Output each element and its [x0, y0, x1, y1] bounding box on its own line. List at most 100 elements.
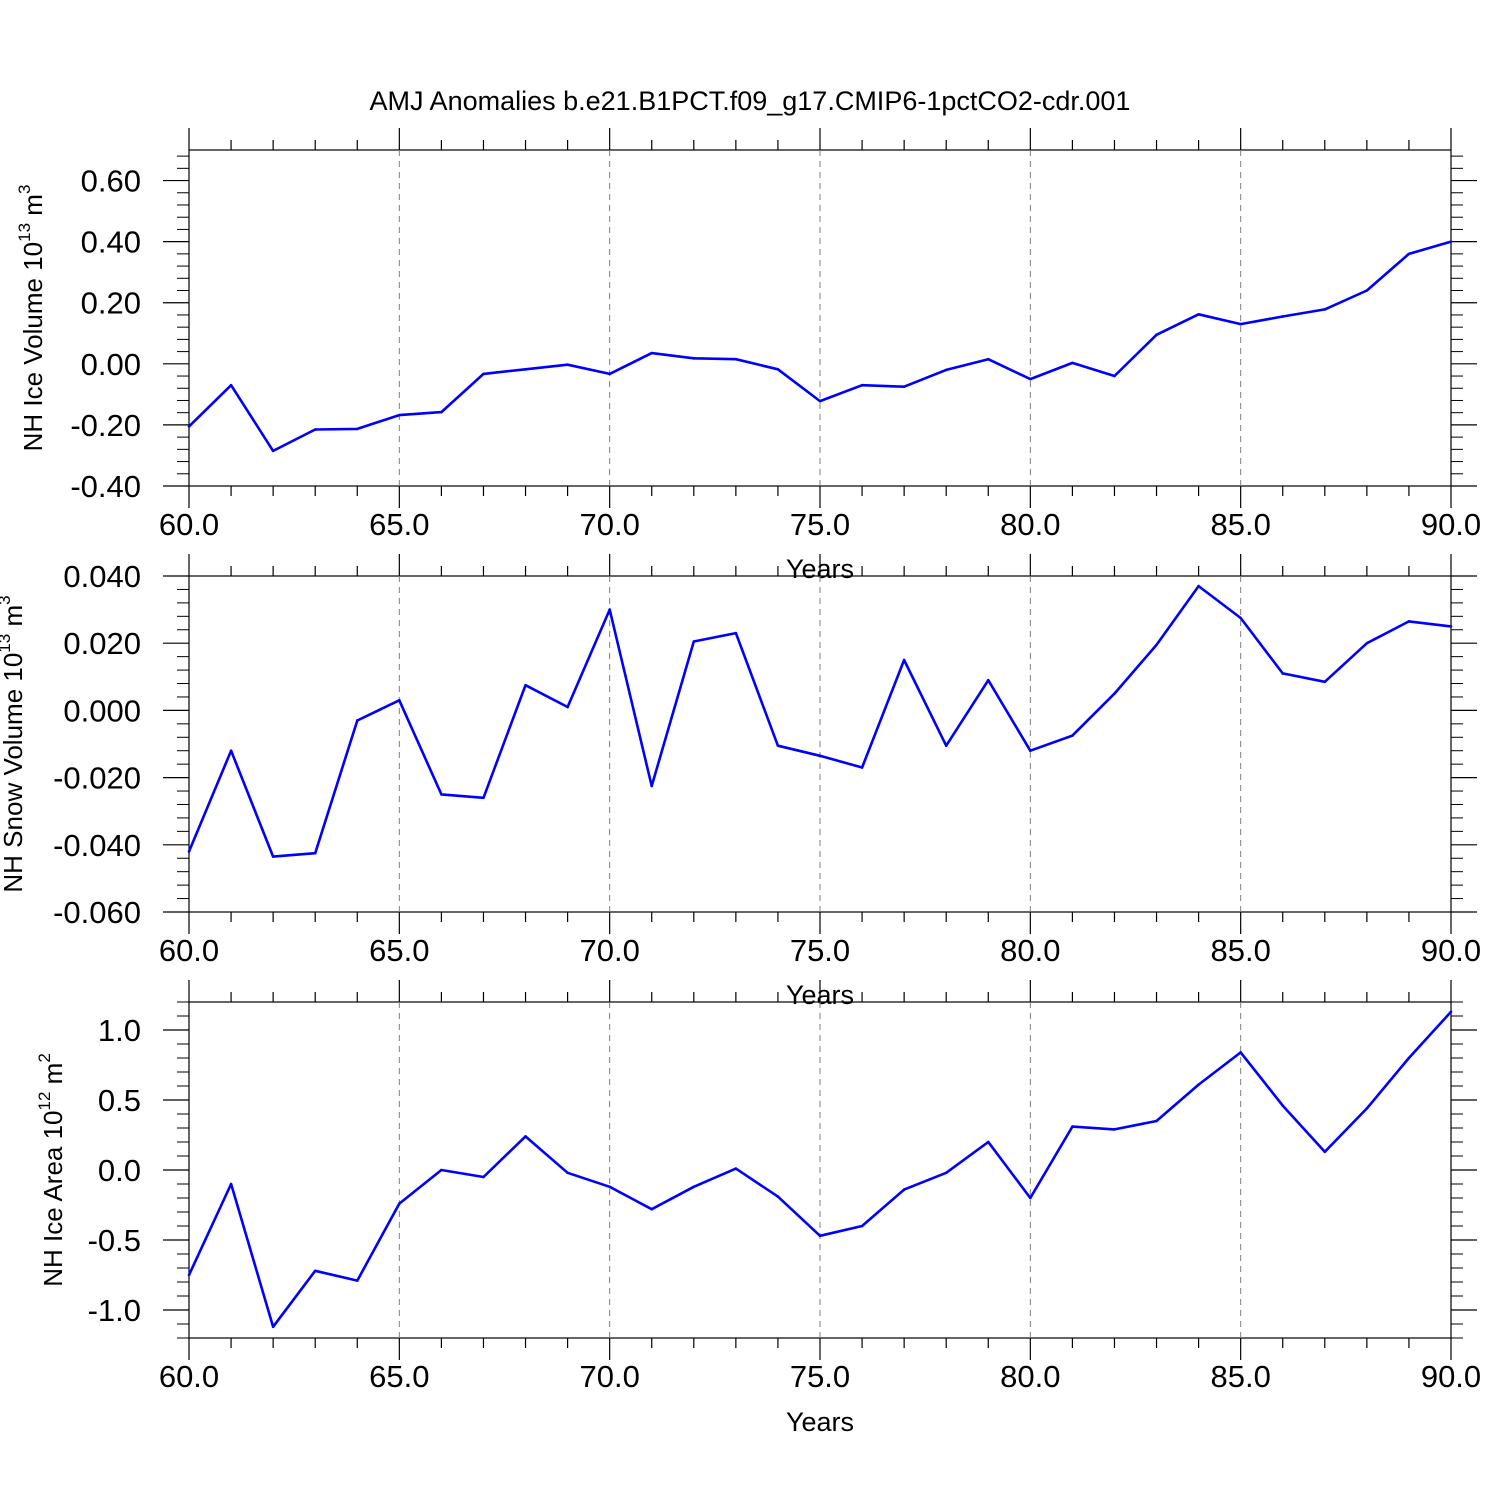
y-axis-label: NH Snow Volume 1013 m3	[0, 595, 28, 892]
data-point	[1113, 374, 1116, 378]
x-tick-label: 90.0	[1421, 933, 1481, 968]
data-point	[566, 705, 569, 709]
data-point	[1449, 240, 1453, 243]
data-point	[986, 357, 990, 361]
data-point	[944, 744, 948, 747]
y-tick-label: 0.020	[63, 626, 141, 661]
chart-panel-2: -0.060 -0.040 -0.020 0.000 0.020 0.040 60.0 65.…	[0, 554, 1481, 1010]
data-point	[566, 363, 569, 367]
data-point	[1407, 1056, 1411, 1060]
data-point	[1281, 672, 1285, 675]
x-tick-label: 70.0	[579, 1359, 639, 1394]
data-point	[229, 1182, 233, 1186]
data-point	[1029, 749, 1032, 753]
data-point	[524, 683, 527, 687]
data-point	[902, 1188, 906, 1191]
data-point	[860, 1224, 864, 1228]
data-point	[1197, 584, 1200, 588]
data-point	[1449, 625, 1453, 628]
chart-title: AMJ Anomalies b.e21.B1PCT.f09_g17.CMIP6-…	[369, 86, 1131, 116]
y-tick-label: -0.20	[70, 408, 141, 443]
data-point	[398, 413, 401, 417]
data-point	[986, 678, 990, 682]
data-point	[482, 372, 485, 376]
x-tick-label: 80.0	[1000, 1359, 1060, 1394]
data-point	[313, 428, 317, 431]
data-point	[734, 357, 738, 361]
data-point	[818, 754, 822, 758]
data-point	[355, 1279, 359, 1282]
data-point	[608, 1185, 611, 1189]
x-tick-label: 75.0	[790, 1359, 850, 1394]
y-axis-label: NH Ice Area 1012 m2	[35, 1053, 68, 1287]
y-tick-label: 0.00	[81, 347, 141, 382]
data-point	[355, 427, 359, 431]
data-point	[608, 372, 611, 376]
y-tick-label: -0.5	[88, 1223, 141, 1258]
data-point	[776, 368, 780, 371]
x-tick-label: 65.0	[369, 507, 429, 542]
x-tick-label: 85.0	[1210, 1359, 1270, 1394]
data-point	[902, 658, 906, 662]
data-point	[1365, 289, 1369, 292]
data-point	[1113, 1128, 1116, 1131]
data-point	[944, 1171, 948, 1175]
data-point	[860, 766, 864, 769]
y-tick-label: -0.020	[53, 761, 141, 796]
y-tick-label: -0.040	[53, 828, 141, 863]
data-point	[313, 1269, 317, 1273]
data-point	[902, 385, 906, 389]
x-tick-label: 75.0	[790, 933, 850, 968]
y-tick-label: -0.060	[53, 895, 141, 930]
data-point	[818, 1234, 822, 1238]
y-tick-label: 0.20	[81, 286, 141, 321]
x-tick-label: 60.0	[159, 933, 219, 968]
data-point	[1281, 1104, 1285, 1107]
y-tick-label: 0.40	[81, 225, 141, 260]
data-point	[692, 640, 696, 643]
x-tick-label: 85.0	[1210, 933, 1270, 968]
data-point	[1323, 1150, 1327, 1154]
data-point	[1239, 1051, 1242, 1054]
y-tick-label: 0.5	[98, 1083, 141, 1118]
x-tick-label: 75.0	[790, 507, 850, 542]
data-point	[650, 784, 654, 788]
data-point	[734, 631, 738, 635]
data-point	[1281, 315, 1285, 318]
data-point	[1239, 616, 1242, 620]
data-point	[860, 383, 864, 387]
data-point	[1449, 1010, 1453, 1014]
x-tick-label: 60.0	[159, 1359, 219, 1394]
x-tick-label: 85.0	[1210, 507, 1270, 542]
data-point	[1155, 643, 1158, 647]
data-point	[776, 744, 780, 747]
data-point	[818, 399, 822, 403]
data-point	[1071, 1125, 1074, 1128]
chart-panel-3: -1.0 -0.5 0.0 0.5 1.0 60.0 65.0 70.0 75.0 80.0 85.…	[35, 980, 1481, 1437]
data-point	[776, 1195, 780, 1198]
y-tick-label: -1.0	[88, 1293, 141, 1328]
y-tick-label: -0.40	[70, 469, 141, 504]
data-point	[650, 351, 654, 355]
data-point	[482, 1175, 485, 1179]
x-tick-label: 65.0	[369, 1359, 429, 1394]
data-point	[187, 850, 191, 853]
data-point	[1197, 313, 1200, 316]
data-point	[440, 1168, 443, 1172]
data-point	[229, 749, 233, 753]
x-tick-label: 70.0	[579, 933, 639, 968]
data-point	[1113, 692, 1116, 695]
data-point	[398, 1202, 401, 1205]
data-point	[1197, 1083, 1200, 1086]
x-tick-label: 80.0	[1000, 507, 1060, 542]
data-point	[566, 1171, 569, 1175]
data-point	[1323, 680, 1327, 684]
data-point	[398, 699, 401, 702]
data-point	[608, 608, 611, 611]
data-point	[524, 1135, 527, 1138]
y-tick-label: 0.040	[63, 559, 141, 594]
data-point	[187, 425, 191, 428]
data-point	[986, 1140, 990, 1144]
